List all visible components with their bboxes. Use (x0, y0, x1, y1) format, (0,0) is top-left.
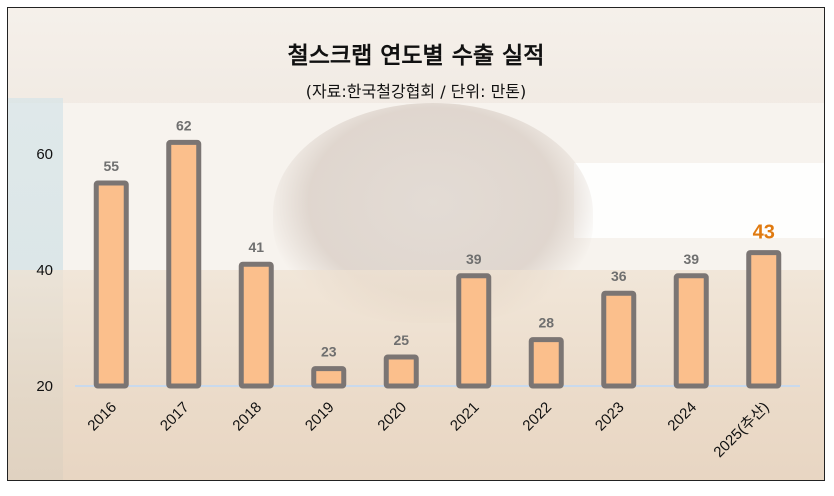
bar (746, 250, 782, 389)
data-label: 39 (683, 251, 699, 267)
data-label: 39 (466, 251, 482, 267)
data-label: 28 (538, 315, 554, 331)
bar (238, 261, 274, 389)
chart-subtitle: (자료:한국철강협회 / 단위: 만톤) (305, 82, 527, 101)
data-label: 62 (176, 117, 192, 133)
bar (528, 337, 564, 389)
data-label: 41 (248, 239, 264, 255)
data-label: 36 (611, 268, 627, 284)
data-label: 25 (393, 332, 409, 348)
bar (673, 273, 709, 389)
bar (456, 273, 492, 389)
background-ceiling (8, 8, 824, 103)
data-label: 43 (753, 222, 775, 244)
bar (166, 139, 202, 389)
x-tick-label: 2016 (84, 399, 120, 435)
x-tick-label: 2022 (519, 399, 555, 435)
x-tick-label: 2021 (447, 399, 483, 435)
y-tick-label: 60 (36, 146, 53, 163)
x-tick-label: 2018 (229, 399, 265, 435)
chart-frame: 철스크랩 연도별 수출 실적 (자료:한국철강협회 / 단위: 만톤) (7, 7, 825, 481)
data-label: 23 (321, 344, 337, 360)
x-tick-label: 2019 (302, 399, 338, 435)
x-tick-label: 2025(추산) (710, 399, 772, 461)
data-label: 55 (103, 158, 119, 174)
background-window (574, 163, 824, 238)
chart-title: 철스크랩 연도별 수출 실적 (287, 43, 545, 69)
bar (383, 354, 419, 389)
y-tick-label: 20 (36, 378, 53, 395)
bar (601, 290, 637, 389)
x-tick-label: 2020 (374, 399, 410, 435)
background-photo (8, 8, 824, 480)
y-tick-label: 40 (36, 262, 53, 279)
x-tick-label: 2023 (592, 399, 628, 435)
x-tick-label: 2024 (664, 399, 700, 435)
x-tick-label: 2017 (157, 399, 193, 435)
bar (93, 180, 129, 389)
bar (311, 366, 347, 389)
